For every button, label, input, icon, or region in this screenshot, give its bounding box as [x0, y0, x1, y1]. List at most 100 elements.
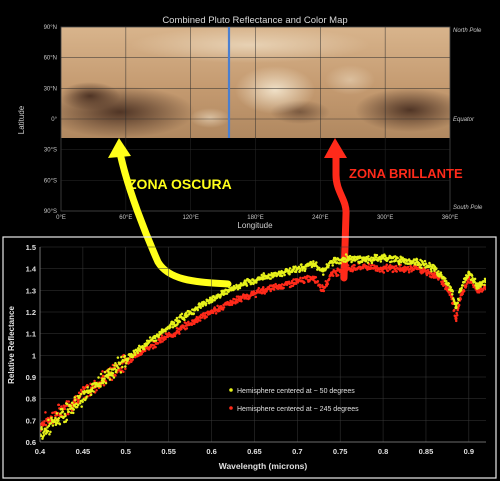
data-point: [393, 267, 397, 271]
data-point: [185, 311, 188, 315]
plot-x-tick-label: 0.75: [333, 447, 348, 456]
data-point: [453, 308, 456, 312]
data-point: [373, 257, 376, 261]
spectrum-frame: [2, 236, 497, 479]
data-point: [460, 286, 463, 290]
data-point: [351, 268, 355, 272]
data-point: [280, 274, 284, 278]
data-point: [65, 400, 69, 403]
data-point: [238, 286, 242, 290]
map-x-tick-label: 180°E: [247, 215, 263, 221]
data-point: [216, 304, 219, 308]
data-point: [49, 430, 52, 434]
data-point: [227, 301, 231, 305]
data-point: [455, 313, 459, 317]
data-point: [410, 269, 413, 273]
data-point: [261, 275, 265, 279]
data-point: [41, 437, 44, 440]
data-point: [273, 274, 276, 277]
plot-y-tick-label: 0.7: [26, 416, 36, 425]
data-point: [391, 270, 395, 273]
data-point: [319, 286, 322, 289]
data-point: [103, 377, 106, 380]
data-point: [166, 335, 170, 339]
data-point: [300, 263, 303, 266]
data-point: [244, 295, 248, 299]
map-x-tick-label: 360°E: [442, 215, 458, 221]
data-point: [57, 416, 61, 420]
data-point: [283, 273, 286, 277]
data-point: [120, 355, 123, 359]
data-point: [338, 270, 342, 274]
data-point: [187, 320, 190, 324]
data-point: [287, 280, 291, 283]
map-x-tick-label: 0°E: [56, 215, 66, 221]
data-point: [89, 393, 93, 396]
data-point: [316, 280, 320, 283]
data-point: [197, 306, 200, 309]
data-point: [221, 308, 225, 311]
data-point: [475, 284, 480, 288]
map-y-tick-label: 60°S: [44, 178, 57, 184]
data-point: [55, 412, 59, 415]
data-point: [55, 418, 59, 422]
bright-region: [190, 108, 230, 128]
data-point: [142, 347, 146, 351]
data-point: [57, 403, 61, 407]
data-point: [285, 283, 289, 287]
data-point: [102, 375, 105, 378]
data-point: [374, 255, 378, 259]
map-x-tick-label: 300°E: [377, 215, 393, 221]
data-point: [141, 345, 145, 349]
data-point: [420, 266, 423, 269]
data-point: [318, 283, 322, 287]
data-point: [209, 297, 214, 301]
data-point: [347, 267, 351, 271]
data-point: [398, 258, 402, 262]
bright-region: [325, 65, 375, 95]
data-point: [106, 376, 110, 379]
data-point: [327, 277, 331, 281]
data-point: [292, 278, 295, 281]
data-point: [444, 277, 447, 280]
data-point: [161, 340, 164, 343]
data-point: [342, 260, 345, 263]
data-point: [429, 263, 432, 267]
data-point: [64, 404, 67, 408]
data-point: [205, 315, 208, 319]
data-point: [78, 401, 82, 405]
data-point: [71, 411, 75, 415]
plot-x-ticks: 0.4 0.45 0.5 0.55 0.6 0.65 0.7 0.75 0.8 0.85 0.9: [35, 447, 474, 456]
plot-y-tick-label: 1.4: [26, 265, 37, 274]
data-point: [47, 418, 50, 422]
data-point: [204, 302, 208, 305]
data-point: [133, 351, 137, 354]
data-point: [382, 271, 386, 274]
data-point: [71, 401, 74, 404]
data-point: [294, 282, 298, 286]
data-point: [454, 316, 458, 321]
data-point: [102, 383, 106, 387]
data-point: [164, 329, 167, 333]
data-point: [108, 378, 112, 381]
data-point: [346, 264, 350, 267]
data-point: [43, 430, 46, 433]
data-point: [375, 265, 379, 268]
plot-x-axis-label: Wavelength (microns): [219, 461, 308, 471]
data-point: [99, 372, 103, 376]
data-point: [79, 392, 83, 396]
data-point: [233, 298, 236, 301]
data-point: [123, 354, 127, 358]
data-point: [152, 339, 156, 343]
data-point: [48, 432, 51, 436]
data-point: [294, 265, 297, 268]
plot-y-tick-label: 1.3: [26, 286, 36, 295]
data-point: [321, 288, 325, 292]
data-point: [61, 407, 64, 411]
data-point: [312, 262, 317, 266]
data-point: [134, 353, 137, 357]
data-point: [379, 260, 383, 263]
map-y-ticks: 90°N 60°N 30°N 0° 30°S 60°S 90°S: [44, 25, 58, 215]
data-point: [113, 364, 116, 367]
map-x-ticks: 0°E 60°E 120°E 180°E 240°E 300°E 360°E: [56, 215, 458, 221]
